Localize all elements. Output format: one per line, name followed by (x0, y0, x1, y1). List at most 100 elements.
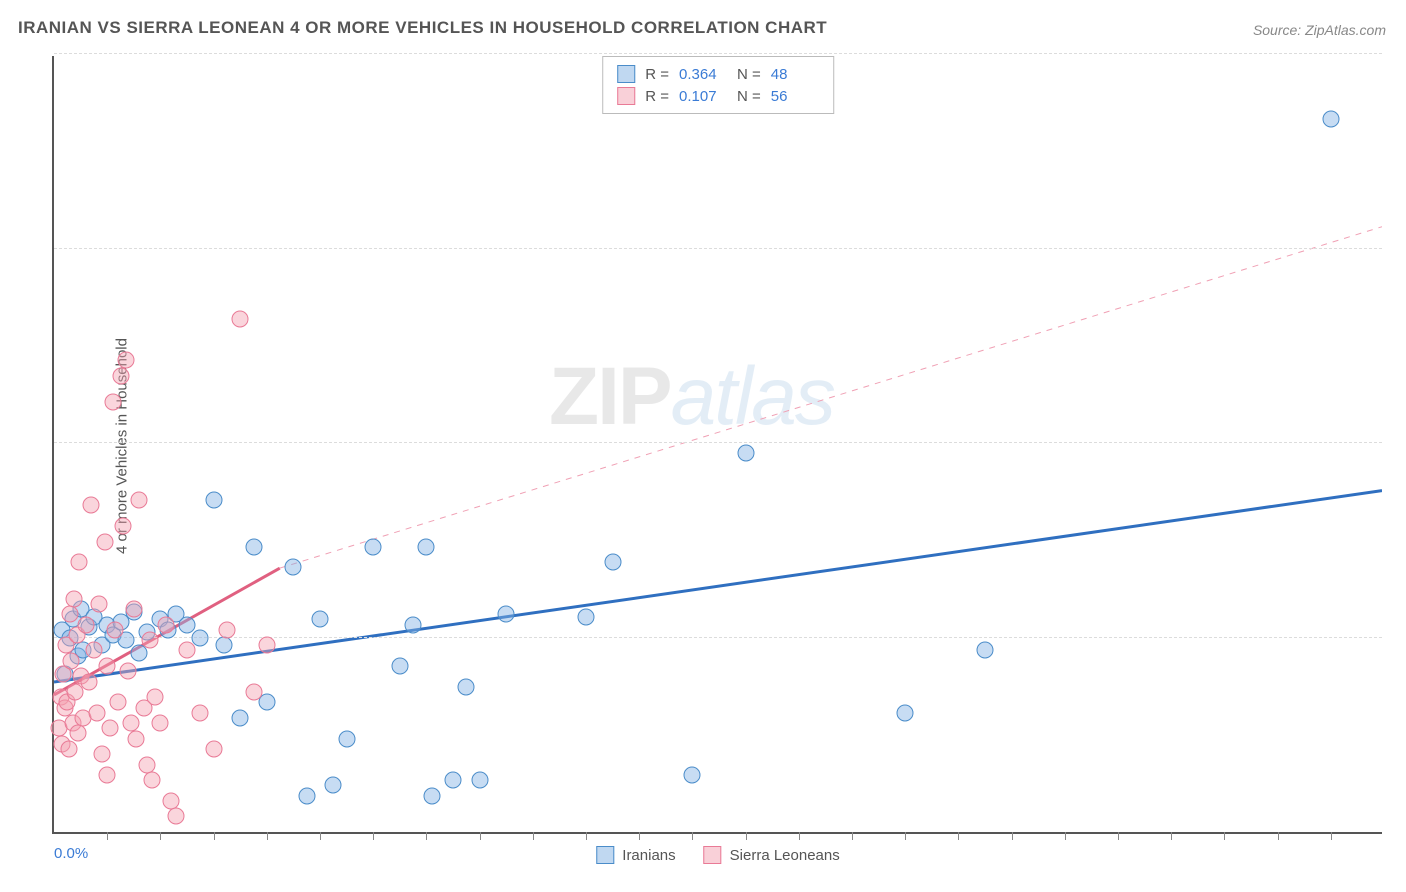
legend-swatch (617, 87, 635, 105)
data-point (80, 673, 97, 690)
x-tick (426, 832, 427, 840)
gridline (54, 53, 1382, 54)
data-point (405, 616, 422, 633)
x-tick-label: 0.0% (54, 845, 88, 862)
stat-N-label: N = (737, 88, 761, 105)
x-tick (746, 832, 747, 840)
data-point (157, 616, 174, 633)
x-tick (1065, 832, 1066, 840)
data-point (312, 611, 329, 628)
data-point (391, 658, 408, 675)
data-point (96, 533, 113, 550)
data-point (192, 629, 209, 646)
stats-row: R =0.107N =56 (617, 85, 819, 107)
data-point (684, 766, 701, 783)
data-point (104, 393, 121, 410)
watermark-atlas: atlas (671, 351, 834, 442)
x-tick (1171, 832, 1172, 840)
legend-swatch (596, 846, 614, 864)
trend-lines (54, 56, 1382, 832)
data-point (458, 678, 475, 695)
stat-R-value: 0.107 (679, 88, 727, 105)
data-point (578, 608, 595, 625)
source-attribution: Source: ZipAtlas.com (1253, 22, 1386, 38)
x-tick (586, 832, 587, 840)
x-tick (1331, 832, 1332, 840)
data-point (205, 741, 222, 758)
data-point (232, 310, 249, 327)
data-point (365, 538, 382, 555)
x-tick (905, 832, 906, 840)
data-point (445, 772, 462, 789)
trend-line (280, 227, 1382, 568)
data-point (88, 704, 105, 721)
x-tick (799, 832, 800, 840)
legend-item: Iranians (596, 846, 675, 864)
x-tick (1118, 832, 1119, 840)
data-point (69, 725, 86, 742)
legend-swatch (617, 65, 635, 83)
data-point (83, 497, 100, 514)
data-point (120, 663, 137, 680)
data-point (117, 352, 134, 369)
data-point (218, 621, 235, 638)
data-point (141, 632, 158, 649)
data-point (258, 694, 275, 711)
data-point (737, 445, 754, 462)
data-point (298, 787, 315, 804)
x-tick (852, 832, 853, 840)
data-point (61, 606, 78, 623)
legend-label: Sierra Leoneans (730, 847, 840, 864)
x-tick (267, 832, 268, 840)
legend-item: Sierra Leoneans (704, 846, 840, 864)
data-point (91, 595, 108, 612)
data-point (115, 518, 132, 535)
data-point (604, 554, 621, 571)
data-point (338, 730, 355, 747)
data-point (128, 730, 145, 747)
correlation-stats-box: R =0.364N =48R =0.107N =56 (602, 56, 834, 114)
data-point (147, 689, 164, 706)
x-tick (1012, 832, 1013, 840)
data-point (245, 538, 262, 555)
data-point (99, 658, 116, 675)
data-point (245, 683, 262, 700)
data-point (216, 637, 233, 654)
x-tick (107, 832, 108, 840)
data-point (85, 642, 102, 659)
legend-swatch (704, 846, 722, 864)
data-point (152, 715, 169, 732)
data-point (107, 621, 124, 638)
watermark-zip: ZIP (549, 351, 671, 442)
x-tick (692, 832, 693, 840)
stat-N-value: 56 (771, 88, 819, 105)
data-point (65, 590, 82, 607)
x-tick (214, 832, 215, 840)
x-tick (1278, 832, 1279, 840)
watermark: ZIPatlas (549, 350, 834, 444)
data-point (897, 704, 914, 721)
data-point (325, 777, 342, 794)
data-point (99, 766, 116, 783)
data-point (232, 709, 249, 726)
data-point (418, 538, 435, 555)
data-point (163, 792, 180, 809)
data-point (423, 787, 440, 804)
data-point (258, 637, 275, 654)
stat-R-label: R = (645, 66, 669, 83)
gridline (54, 442, 1382, 443)
data-point (498, 606, 515, 623)
data-point (123, 715, 140, 732)
data-point (93, 746, 110, 763)
gridline (54, 637, 1382, 638)
data-point (977, 642, 994, 659)
x-tick (480, 832, 481, 840)
x-tick (533, 832, 534, 840)
data-point (77, 616, 94, 633)
trend-line (54, 491, 1382, 682)
stat-N-label: N = (737, 66, 761, 83)
data-point (205, 492, 222, 509)
gridline (54, 248, 1382, 249)
x-tick (320, 832, 321, 840)
x-tick (160, 832, 161, 840)
